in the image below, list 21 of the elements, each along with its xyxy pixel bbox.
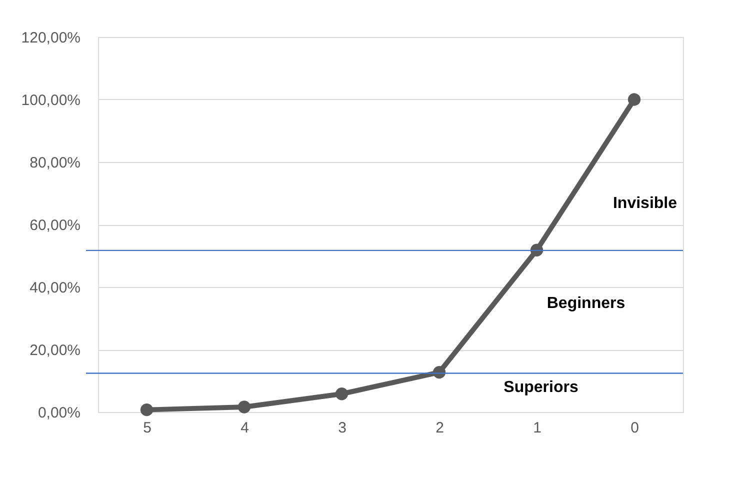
point <box>530 244 544 256</box>
annotation: Beginners <box>546 295 626 312</box>
point <box>140 404 154 416</box>
x-tick-label: 5 <box>143 420 152 436</box>
y-tick-label: 60,00% <box>30 217 80 234</box>
x-tick-label: 1 <box>533 420 542 436</box>
x-tick-label: 0 <box>630 420 639 436</box>
x-tick-label: 4 <box>240 420 249 436</box>
y-tick-label: 0,00% <box>38 404 80 422</box>
y-tick-label: 40,00% <box>30 280 80 296</box>
y-tick-label: 120,00% <box>21 30 80 46</box>
annotation: Invisible <box>612 195 678 212</box>
y-tick-label: 100,00% <box>21 92 80 109</box>
point <box>628 93 641 106</box>
point <box>238 400 251 414</box>
point <box>335 388 348 400</box>
annotation: Superiors <box>504 379 578 396</box>
y-tick-label: 20,00% <box>30 342 80 359</box>
x-tick-label: 3 <box>338 420 346 436</box>
x-tick-label: 2 <box>436 420 444 436</box>
y-tick-label: 80,00% <box>30 154 80 172</box>
